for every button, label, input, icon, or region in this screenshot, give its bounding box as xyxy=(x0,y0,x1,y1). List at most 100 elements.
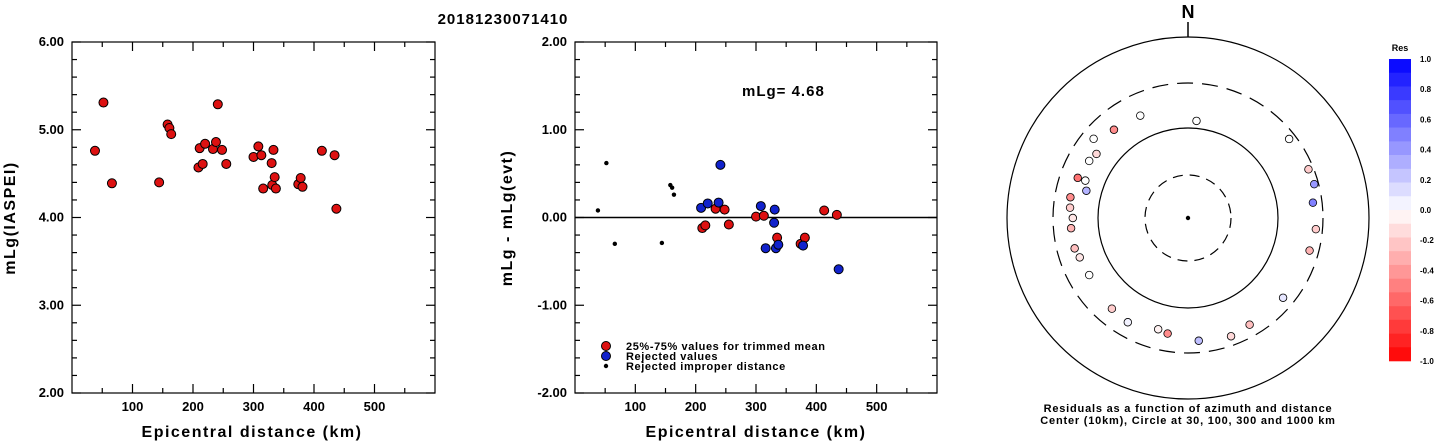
improper-distance-point xyxy=(671,192,677,197)
data-point xyxy=(154,177,165,188)
station-residual-point xyxy=(1109,125,1119,134)
station-residual-point xyxy=(1153,325,1163,334)
station-residual-point xyxy=(1136,111,1145,120)
station-residual-point xyxy=(1082,186,1091,195)
x-tick-label: 100 xyxy=(122,399,144,414)
x-axis-label: Epicentral distance (km) xyxy=(142,424,363,441)
data-point xyxy=(106,178,117,189)
station-residual-point xyxy=(1310,179,1319,189)
y-tick-label: 4.00 xyxy=(39,210,64,225)
station-residual-point xyxy=(1081,176,1090,185)
station-residual-point xyxy=(1075,253,1084,262)
legend-label-rejected: Rejected values xyxy=(626,351,718,363)
rejected-point xyxy=(702,198,713,209)
station-residual-point xyxy=(1123,318,1133,327)
plot-frame xyxy=(71,41,436,394)
y-tick-label: 6.00 xyxy=(39,34,64,49)
station-residual-point xyxy=(1284,134,1294,144)
rejected-point xyxy=(773,239,784,250)
y-tick-label: 5.00 xyxy=(39,122,64,137)
data-point xyxy=(316,145,327,156)
data-point xyxy=(217,144,228,155)
x-tick-label: 300 xyxy=(243,399,265,414)
station-residual-point xyxy=(1192,116,1201,126)
station-residual-point xyxy=(1065,203,1075,212)
magnitude-vs-distance-panel: 100 200 300 400 500 2.00 3.00 4.00 5.00 6.00 Epic… xyxy=(2,34,436,441)
rejected-point xyxy=(833,264,844,275)
x-tick-label: 400 xyxy=(303,399,325,414)
legend-marker-rejected xyxy=(601,351,611,361)
colorbar-cell xyxy=(1389,237,1411,252)
data-point xyxy=(723,219,734,230)
station-residual-point xyxy=(1311,224,1321,234)
station-residual-point xyxy=(1085,156,1094,166)
data-point xyxy=(221,158,232,169)
colorbar-cell xyxy=(1389,113,1411,128)
colorbar-cell xyxy=(1389,127,1411,142)
colorbar-cell xyxy=(1389,155,1411,170)
y-tick-label: 2.00 xyxy=(542,34,567,49)
ring-300km xyxy=(1052,82,1324,354)
station-residual-point xyxy=(1278,293,1288,302)
data-point xyxy=(212,99,223,110)
ring-100km xyxy=(1097,127,1279,309)
improper-distance-point xyxy=(604,160,609,166)
ring-1000km xyxy=(1006,36,1370,400)
data-point xyxy=(89,145,100,156)
residual-vs-distance-panel: 100 200 300 400 500 -2.00 -1.00 0.00 1.00 2.00 mL… xyxy=(499,34,938,441)
colorbar-cell xyxy=(1389,86,1411,101)
colorbar-tick-label: 0.6 xyxy=(1420,115,1432,124)
station-residual-point xyxy=(1070,244,1079,253)
colorbar-cell xyxy=(1389,306,1411,321)
data-point xyxy=(297,181,308,192)
colorbar-cell xyxy=(1389,292,1411,307)
data-point xyxy=(258,183,269,194)
data-point xyxy=(197,158,208,169)
y-tick-label: 1.00 xyxy=(542,122,567,137)
y-axis-label: mLg - mLg(evt) xyxy=(499,150,516,287)
x-tick-label: 500 xyxy=(364,399,386,414)
station-residual-point xyxy=(1092,149,1101,159)
legend-label-trimmed: 25%-75% values for trimmed mean xyxy=(626,341,826,353)
data-point xyxy=(200,138,211,149)
data-point xyxy=(331,203,342,214)
data-point xyxy=(719,204,730,215)
y-tick-label: -1.00 xyxy=(537,297,567,312)
colorbar-cell xyxy=(1389,278,1411,293)
data-point xyxy=(758,210,769,221)
rejected-point xyxy=(769,204,780,215)
chart-title: 20181230071410 xyxy=(438,11,569,28)
rejected-point xyxy=(715,159,726,170)
rejected-point xyxy=(713,197,724,208)
y-tick-label: -2.00 xyxy=(537,385,567,400)
data-point xyxy=(268,144,279,155)
station-residual-point xyxy=(1245,320,1254,329)
colorbar-tick-label: 0.8 xyxy=(1420,85,1432,94)
data-point xyxy=(210,137,221,148)
event-magnitude-annotation: mLg= 4.68 xyxy=(742,83,825,100)
improper-distance-point xyxy=(595,208,601,213)
legend: 25%-75% values for trimmed mean Rejected… xyxy=(601,341,826,373)
north-label: N xyxy=(1182,2,1195,22)
colorbar-cell xyxy=(1389,251,1411,266)
data-point xyxy=(819,205,830,216)
rejected-point xyxy=(760,243,771,254)
colorbar-tick-label: 0.4 xyxy=(1420,146,1432,155)
colorbar-cell xyxy=(1389,223,1411,238)
data-point xyxy=(166,129,177,140)
colorbar-tick-label: 0.2 xyxy=(1420,176,1432,185)
colorbar-cell xyxy=(1389,264,1411,279)
caption-line-1: Residuals as a function of azimuth and d… xyxy=(1044,403,1333,415)
colorbar-tick-label: -0.4 xyxy=(1420,266,1434,275)
x-tick-label: 400 xyxy=(805,399,827,414)
station-residual-point xyxy=(1066,224,1076,233)
data-point xyxy=(269,172,280,183)
station-residual-point xyxy=(1073,173,1082,183)
colorbar-tick-label: -0.2 xyxy=(1420,236,1434,245)
improper-distance-point xyxy=(612,241,618,247)
azimuth-residual-panel: N Residuals as a function of azimuth and… xyxy=(1006,2,1370,427)
colorbar-cell xyxy=(1389,319,1411,334)
rejected-point xyxy=(798,240,809,251)
improper-distance-point xyxy=(669,185,675,190)
y-tick-label: 2.00 xyxy=(39,385,64,400)
